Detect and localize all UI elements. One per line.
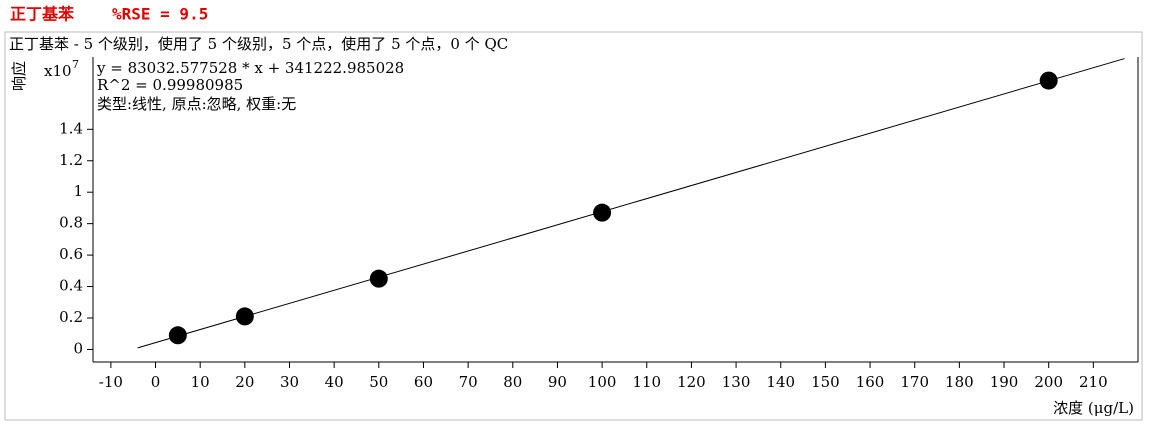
x-tick-label: 120 [677, 373, 706, 391]
x-tick-label: 20 [235, 373, 254, 391]
chart-frame [4, 31, 1143, 421]
x-tick-label: 60 [414, 373, 433, 391]
x-tick-label: 0 [151, 373, 161, 391]
y-tick-label: 0 [73, 339, 83, 357]
annotation: R^2 = 0.99980985 [97, 76, 243, 94]
y-multiplier-exponent: 7 [72, 58, 79, 71]
x-tick-label: 130 [722, 373, 751, 391]
x-tick-label: 70 [459, 373, 478, 391]
annotation: 类型:线性, 原点:忽略, 权重:无 [97, 95, 296, 113]
y-tick-label: 1.4 [59, 119, 83, 137]
x-tick-label: 160 [856, 373, 885, 391]
x-tick-label: 110 [632, 373, 661, 391]
x-tick-label: 80 [503, 373, 522, 391]
y-tick-label: 1 [73, 182, 83, 200]
x-tick-label: -10 [99, 373, 123, 391]
x-tick-label: 170 [900, 373, 929, 391]
y-tick-label: 0.6 [59, 245, 83, 263]
y-tick-label: 0.8 [59, 214, 83, 232]
x-tick-label: 210 [1079, 373, 1108, 391]
x-tick-label: 180 [945, 373, 974, 391]
y-tick-label: 1.2 [59, 151, 83, 169]
x-tick-label: 150 [811, 373, 840, 391]
y-axis-label: 响应 [10, 61, 28, 91]
x-tick-label: 100 [588, 373, 617, 391]
data-point [593, 203, 612, 222]
page-title: 正丁基苯 [10, 5, 75, 24]
y-tick-label: 0.2 [59, 308, 83, 326]
data-point [168, 326, 187, 345]
x-tick-label: 50 [369, 373, 388, 391]
rse-label: %RSE = 9.5 [112, 5, 208, 24]
x-tick-label: 190 [990, 373, 1019, 391]
x-tick-label: 140 [766, 373, 795, 391]
y-tick-label: 0.4 [59, 277, 83, 295]
x-tick-label: 10 [191, 373, 210, 391]
annotation: y = 83032.577528 * x + 341222.985028 [96, 59, 404, 77]
data-point [369, 269, 388, 288]
data-point [235, 307, 254, 326]
x-tick-label: 30 [280, 373, 299, 391]
x-tick-label: 200 [1034, 373, 1063, 391]
x-axis-label: 浓度 (μg/L) [1053, 399, 1134, 417]
chart-title: 正丁基苯 - 5 个级别，使用了 5 个级别，5 个点，使用了 5 个点，0 个… [9, 35, 508, 53]
x-tick-label: 90 [548, 373, 567, 391]
y-multiplier: x10 [44, 62, 72, 80]
data-point [1039, 71, 1058, 90]
fit-line [137, 58, 1125, 349]
x-tick-label: 40 [325, 373, 344, 391]
